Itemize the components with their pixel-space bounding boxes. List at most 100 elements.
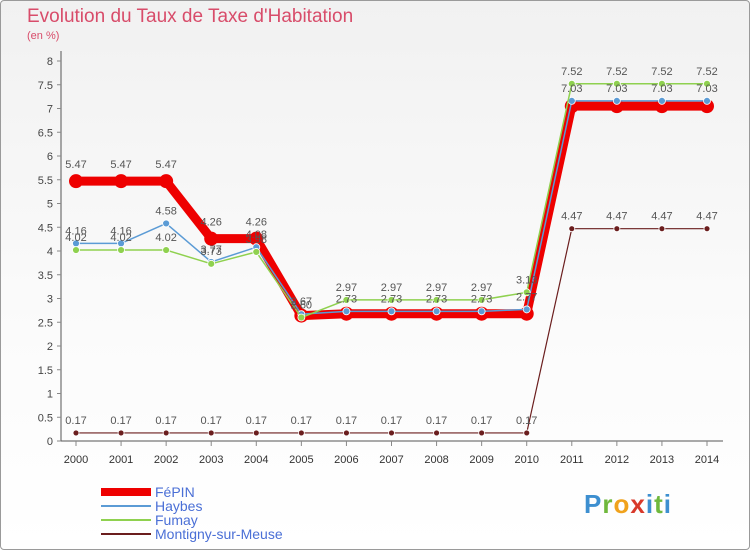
data-label: 4.08 (246, 229, 267, 241)
data-label: 0.17 (291, 415, 312, 427)
data-point (703, 225, 711, 233)
data-label: 7.03 (696, 83, 717, 95)
data-label: 0.17 (155, 415, 176, 427)
data-label: 0.17 (336, 415, 357, 427)
data-point (114, 174, 129, 189)
data-point (658, 97, 666, 105)
data-label: 4.02 (155, 232, 176, 244)
data-label: 2.73 (336, 293, 357, 305)
data-point (69, 174, 83, 189)
x-tick-label: 2011 (560, 454, 584, 466)
data-point (433, 429, 440, 437)
x-tick-label: 2004 (244, 454, 268, 466)
data-label: 4.26 (201, 217, 222, 229)
data-label: 2.97 (426, 282, 447, 294)
data-point (72, 429, 80, 437)
data-label: 4.47 (561, 211, 582, 223)
data-point (387, 296, 396, 304)
data-label: 2.60 (291, 300, 312, 312)
data-label: 4.02 (65, 232, 86, 244)
data-point (703, 79, 711, 88)
y-tick-label: 1 (47, 389, 53, 401)
y-tick-label: 0 (47, 436, 53, 448)
data-point (388, 429, 395, 437)
y-tick-label: 2 (47, 341, 53, 353)
data-point (117, 429, 125, 437)
data-point (117, 246, 125, 254)
data-point (478, 429, 486, 437)
data-label: 7.03 (651, 83, 672, 95)
y-tick-label: 7.5 (38, 80, 53, 92)
data-label: 0.17 (110, 415, 131, 427)
x-tick-label: 2010 (514, 454, 538, 466)
data-point (522, 305, 531, 314)
x-tick-label: 2005 (289, 454, 313, 466)
data-point (162, 219, 171, 228)
data-label: 4.47 (606, 211, 627, 223)
y-tick-label: 5 (47, 199, 53, 211)
x-tick-label: 2009 (469, 454, 493, 466)
data-point (297, 313, 306, 322)
y-tick-label: 0.5 (38, 412, 53, 424)
data-point (342, 296, 351, 304)
y-tick-label: 7 (47, 104, 53, 116)
data-point (249, 231, 264, 246)
data-label: 0.17 (246, 415, 267, 427)
data-label: 2.73 (381, 293, 402, 305)
data-label: 7.52 (651, 66, 672, 78)
x-tick-label: 2014 (695, 454, 719, 466)
y-tick-label: 1.5 (38, 365, 53, 377)
data-label: 2.97 (381, 282, 402, 294)
data-point (612, 79, 621, 88)
y-tick-label: 4.5 (38, 222, 53, 234)
chart-subtitle: (en %) (27, 30, 60, 42)
data-point (207, 259, 216, 268)
data-point (343, 429, 350, 437)
data-point (207, 429, 215, 437)
data-point (567, 79, 576, 88)
data-label: 2.77 (516, 291, 537, 303)
data-label: 4.16 (65, 225, 86, 237)
data-point (159, 174, 174, 189)
data-label: 3.73 (201, 246, 222, 258)
data-point (609, 99, 624, 114)
data-point (477, 296, 486, 304)
legend-item-haybes: Haybes (101, 498, 283, 514)
data-point (522, 288, 531, 297)
legend-swatch-fepin (101, 488, 151, 496)
series-3 (72, 225, 711, 437)
data-label: 4.16 (110, 225, 131, 237)
data-point (387, 307, 396, 316)
x-tick-label: 2006 (334, 454, 358, 466)
x-tick-label: 2008 (424, 454, 448, 466)
data-label: 2.73 (471, 293, 492, 305)
legend-label-fepin: FéPIN (155, 484, 195, 500)
chart-title: Evolution du Taux de Taxe d'Habitation (27, 6, 354, 27)
data-label: 4.02 (110, 232, 131, 244)
data-point (654, 99, 669, 114)
data-point (477, 307, 486, 316)
legend-item-montigny: Montigny-sur-Meuse (101, 526, 283, 542)
legend-swatch-fumay (101, 519, 151, 521)
data-point (612, 97, 621, 105)
x-tick-label: 2012 (605, 454, 629, 466)
data-label: 0.17 (516, 415, 537, 427)
legend: FéPIN Haybes Fumay Montigny-sur-Meuse (101, 484, 283, 542)
data-label: 5.47 (155, 159, 176, 171)
data-label: 4.58 (155, 205, 176, 217)
data-label: 7.52 (696, 66, 717, 78)
y-tick-label: 2.5 (38, 317, 53, 329)
data-point (162, 429, 170, 437)
y-tick-label: 8 (47, 56, 53, 68)
data-label: 4.47 (696, 211, 717, 223)
proxiti-logo: Proxiti (584, 489, 672, 519)
y-tick-label: 6 (47, 151, 53, 163)
data-point (297, 429, 305, 437)
data-point (432, 307, 441, 316)
data-label: 5.47 (65, 159, 86, 171)
data-point (72, 246, 80, 254)
data-label: 4.26 (246, 217, 267, 229)
data-label: 3.13 (516, 274, 537, 286)
